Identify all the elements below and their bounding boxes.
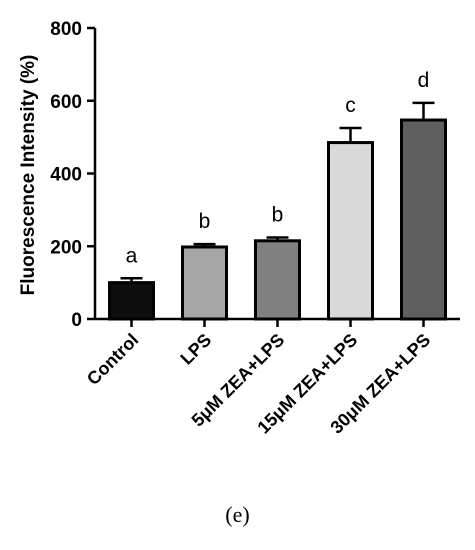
bar xyxy=(400,118,447,321)
y-tick-label: 600 xyxy=(50,92,82,113)
bar xyxy=(327,141,374,321)
y-tick-label: 0 xyxy=(71,310,82,331)
x-tick-label: Control xyxy=(83,330,142,389)
significance-label: d xyxy=(418,69,430,92)
bar xyxy=(254,239,301,321)
bars: a b b c d xyxy=(108,69,447,321)
bar xyxy=(108,281,155,321)
significance-label: a xyxy=(126,244,138,267)
x-tick-label: LPS xyxy=(176,330,215,369)
significance-label: b xyxy=(272,204,284,227)
y-axis: 0 200 400 600 800 xyxy=(50,19,97,331)
significance-label: b xyxy=(199,210,211,233)
y-tick-label: 400 xyxy=(50,165,82,186)
bar xyxy=(181,245,228,321)
y-tick-label: 800 xyxy=(50,19,82,40)
y-axis-label: Fluorescence Intensity (%) xyxy=(18,55,39,296)
figure-caption: (e) xyxy=(225,502,250,527)
y-tick-label: 200 xyxy=(50,237,82,258)
significance-label: c xyxy=(345,94,356,117)
